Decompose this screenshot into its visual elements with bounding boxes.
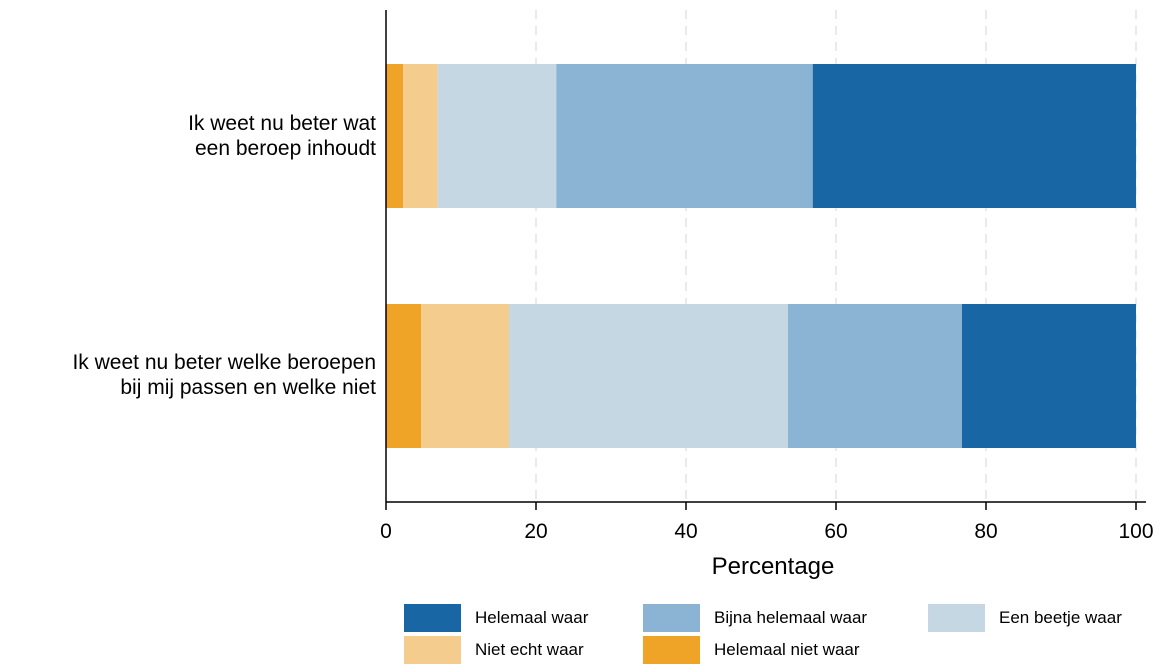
bar-cat2-niet-echt-waar	[421, 304, 509, 448]
x-axis-title: Percentage	[712, 553, 835, 580]
bar-cat2-helemaal-niet-waar	[386, 304, 422, 448]
bar-cat1-helemaal-waar	[812, 64, 1136, 208]
bar-cat2-helemaal-waar	[962, 304, 1136, 448]
x-ticks: 0 20 40 60 80 100	[380, 502, 1154, 543]
bar-cat1-niet-echt-waar	[403, 64, 438, 208]
category-label-1-line-1: Ik weet nu beter wat	[188, 112, 376, 135]
bar-cat2-een-beetje-waar	[509, 304, 788, 448]
category-label-1-line-2: een beroep inhoudt	[195, 137, 376, 160]
bar-cat2-bijna-helemaal-waar	[788, 304, 962, 448]
legend-label-een-beetje-waar: Een beetje waar	[999, 608, 1122, 627]
legend-label-niet-echt-waar: Niet echt waar	[475, 640, 584, 659]
legend-label-helemaal-waar: Helemaal waar	[475, 608, 589, 627]
x-tick-label-100: 100	[1118, 520, 1153, 543]
legend-item-bijna-helemaal-waar: Bijna helemaal waar	[643, 604, 867, 632]
x-tick-label-40: 40	[674, 520, 697, 543]
legend-swatch-helemaal-niet-waar	[643, 636, 700, 664]
legend-label-helemaal-niet-waar: Helemaal niet waar	[714, 640, 860, 659]
bars	[386, 64, 1136, 448]
legend-item-niet-echt-waar: Niet echt waar	[404, 636, 584, 664]
category-label-2-line-2: bij mij passen en welke niet	[120, 376, 376, 399]
category-label-2-line-1: Ik weet nu beter welke beroepen	[72, 351, 376, 374]
legend: Helemaal waar Bijna helemaal waar Een be…	[404, 604, 1164, 664]
category-label-1: Ik weet nu beter wat een beroep inhoudt	[188, 111, 376, 161]
x-tick-label-0: 0	[380, 520, 392, 543]
x-tick-label-20: 20	[524, 520, 547, 543]
legend-swatch-helemaal-waar	[404, 604, 461, 632]
x-tick-label-60: 60	[824, 520, 847, 543]
category-label-2: Ik weet nu beter welke beroepen bij mij …	[72, 350, 376, 400]
bar-cat1-een-beetje-waar	[437, 64, 557, 208]
legend-item-een-beetje-waar: Een beetje waar	[928, 604, 1122, 632]
legend-swatch-niet-echt-waar	[404, 636, 461, 664]
bar-cat1-bijna-helemaal-waar	[556, 64, 813, 208]
legend-item-helemaal-waar: Helemaal waar	[404, 604, 588, 632]
legend-swatch-een-beetje-waar	[928, 604, 985, 632]
bar-cat1-helemaal-niet-waar	[386, 64, 404, 208]
legend-item-helemaal-niet-waar: Helemaal niet waar	[643, 636, 860, 664]
legend-label-bijna-helemaal-waar: Bijna helemaal waar	[714, 608, 868, 627]
x-tick-label-80: 80	[974, 520, 997, 543]
legend-swatch-bijna-helemaal-waar	[643, 604, 700, 632]
stacked-bar-chart: 0 20 40 60 80 100 Percentage	[380, 10, 1154, 580]
